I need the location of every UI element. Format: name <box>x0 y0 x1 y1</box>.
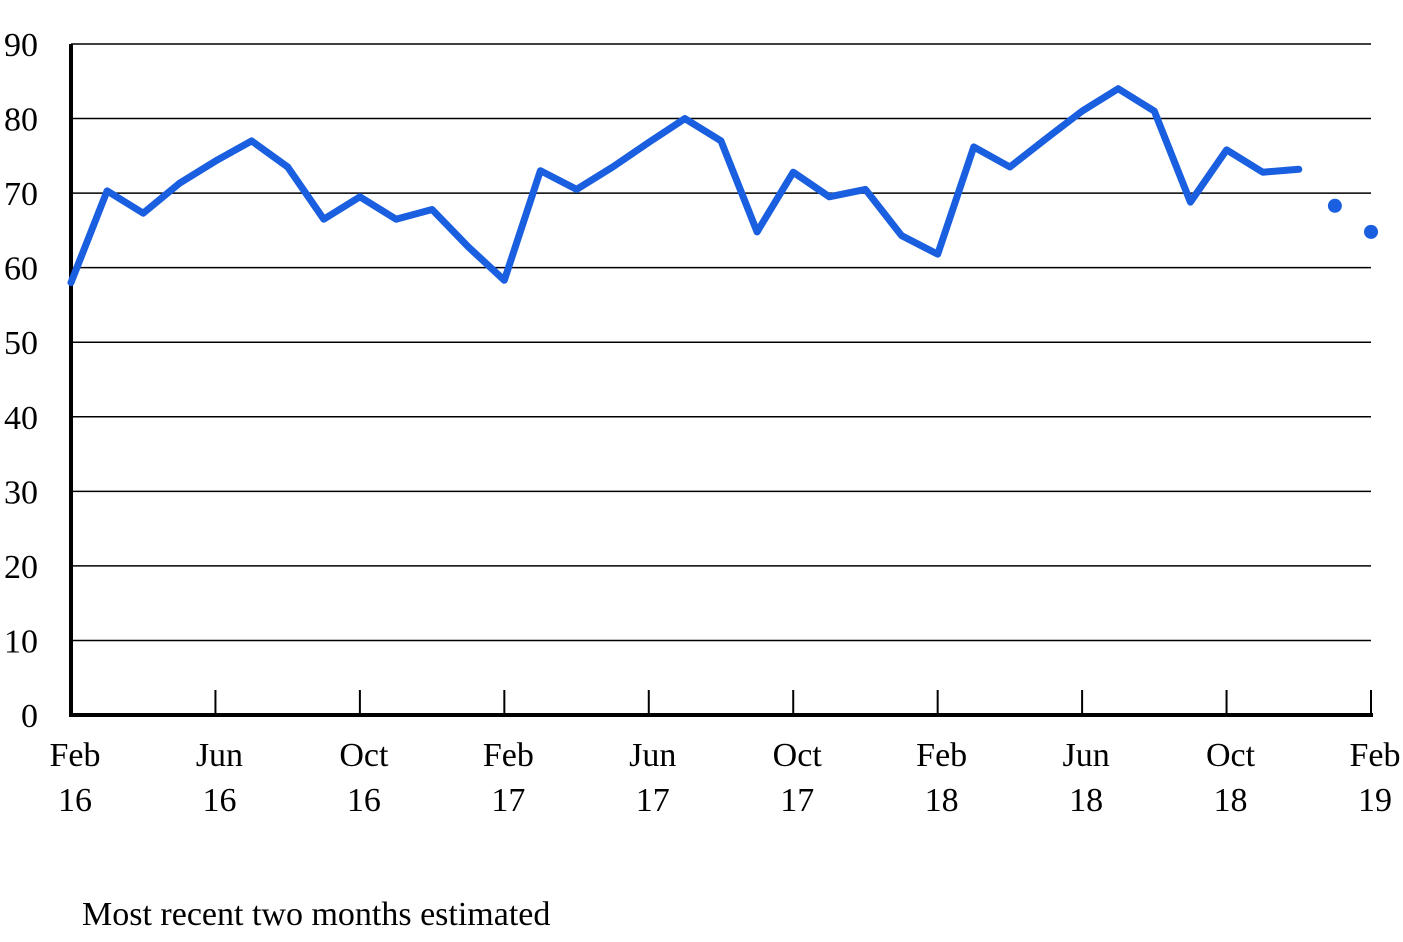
y-tick-label: 0 <box>21 698 38 735</box>
x-tick-label-year: 19 <box>1358 782 1392 819</box>
y-tick-label: 10 <box>4 623 38 660</box>
x-tick-label-year: 16 <box>58 782 92 819</box>
y-tick-label: 20 <box>4 549 38 586</box>
footnote: Most recent two months estimated <box>82 896 551 933</box>
x-tick-label-month: Feb <box>50 737 101 774</box>
x-tick-label-month: Jun <box>196 737 243 774</box>
axes <box>69 44 1373 717</box>
y-tick-label: 70 <box>4 176 38 213</box>
estimated-point <box>1364 224 1378 239</box>
x-tick-label-year: 18 <box>1214 782 1248 819</box>
y-axis-tick-labels: 0 10 20 30 40 50 60 70 80 90 <box>4 27 38 735</box>
line-chart: 0 10 20 30 40 50 60 70 80 90 Feb 16 Jun 16 Oct 16 Feb 17… <box>4 27 1401 819</box>
series-line <box>67 85 1303 287</box>
x-tick-label-year: 17 <box>780 782 814 819</box>
y-tick-label: 80 <box>4 102 38 139</box>
y-tick-label: 50 <box>4 325 38 362</box>
gridlines <box>71 43 1371 642</box>
y-tick-label: 30 <box>4 474 38 511</box>
x-tick-label-month: Jun <box>1062 737 1109 774</box>
x-axis-ticks: Feb 16 Jun 16 Oct 16 Feb 17 Jun 17 Oct 17 Feb 18 Jun 18… <box>50 690 1401 819</box>
x-tick-label-year: 18 <box>1069 782 1103 819</box>
x-tick-label-month: Feb <box>916 737 967 774</box>
y-tick-label: 40 <box>4 400 38 437</box>
x-tick-label-month: Feb <box>483 737 534 774</box>
x-tick-label-year: 16 <box>202 782 236 819</box>
y-tick-label: 90 <box>4 27 38 64</box>
x-tick-label-month: Oct <box>339 737 389 774</box>
x-tick-label-year: 17 <box>636 782 670 819</box>
x-tick-label-year: 16 <box>347 782 381 819</box>
x-tick-label-year: 18 <box>925 782 959 819</box>
data-series <box>67 85 1378 287</box>
x-tick-label-month: Jun <box>629 737 676 774</box>
x-tick-label-month: Feb <box>1350 737 1401 774</box>
x-tick-label-month: Oct <box>1206 737 1256 774</box>
x-tick-label-month: Oct <box>773 737 823 774</box>
y-tick-label: 60 <box>4 251 38 288</box>
estimated-point <box>1327 198 1342 213</box>
x-tick-label-year: 17 <box>491 782 525 819</box>
